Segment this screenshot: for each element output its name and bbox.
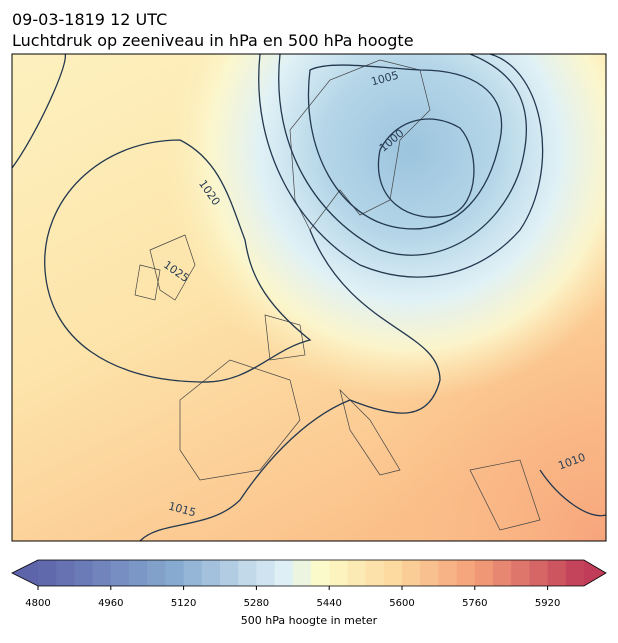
colorbar-cell [274, 560, 294, 586]
colorbar-tick-label: 4960 [98, 598, 123, 609]
colorbar-cell [201, 560, 221, 586]
colorbar-cell [74, 560, 94, 586]
colorbar-cell [547, 560, 567, 586]
colorbar-tick-label: 5920 [535, 598, 560, 609]
title: 09-03-1819 12 UTC [12, 10, 167, 29]
colorbar-cell [292, 560, 312, 586]
colorbar-cell [56, 560, 75, 586]
colorbar-tick-label: 4800 [25, 598, 50, 609]
colorbar-cell [165, 560, 185, 586]
colorbar-label: 500 hPa hoogte in meter [241, 614, 378, 627]
colorbar-cell [347, 560, 367, 586]
colorbar-cell [565, 560, 585, 586]
colorbar-cell [92, 560, 112, 586]
colorbar-cell [147, 560, 166, 586]
colorbar: 4800 4960 5120 5280 5440 5600 5760 5920 [11, 559, 607, 609]
subtitle: Luchtdruk op zeeniveau in hPa en 500 hPa… [12, 31, 414, 50]
colorbar-cell [38, 560, 57, 586]
colorbar-cell [420, 560, 439, 586]
colorbar-cell [256, 560, 276, 586]
colorbar-extend [12, 560, 38, 586]
colorbar-cell [529, 560, 549, 586]
colorbar-cell [383, 560, 403, 586]
colorbar-cell [311, 560, 330, 586]
colorbar-cell [438, 560, 458, 586]
colorbar-cell [402, 560, 421, 586]
colorbar-tick-label: 5760 [462, 598, 487, 609]
colorbar-tick-label: 5600 [389, 598, 414, 609]
colorbar-cell [474, 560, 494, 586]
colorbar-tick-label: 5120 [171, 598, 196, 609]
colorbar-cell [511, 560, 530, 586]
colorbar-tick-label: 5440 [316, 598, 341, 609]
colorbar-tick-label: 5280 [244, 598, 269, 609]
colorbar-cell [365, 560, 385, 586]
colorbar-cell [110, 560, 130, 586]
colorbar-cell [329, 560, 348, 586]
colorbar-cell [220, 560, 239, 586]
colorbar-cell [493, 560, 512, 586]
colorbar-outline [11, 559, 607, 587]
map [12, 54, 606, 541]
colorbar-cell [129, 560, 148, 586]
colorbar-cell [238, 560, 257, 586]
colorbar-cell [456, 560, 476, 586]
colorbar-cell [183, 560, 203, 586]
colorbar-extend [584, 560, 606, 586]
